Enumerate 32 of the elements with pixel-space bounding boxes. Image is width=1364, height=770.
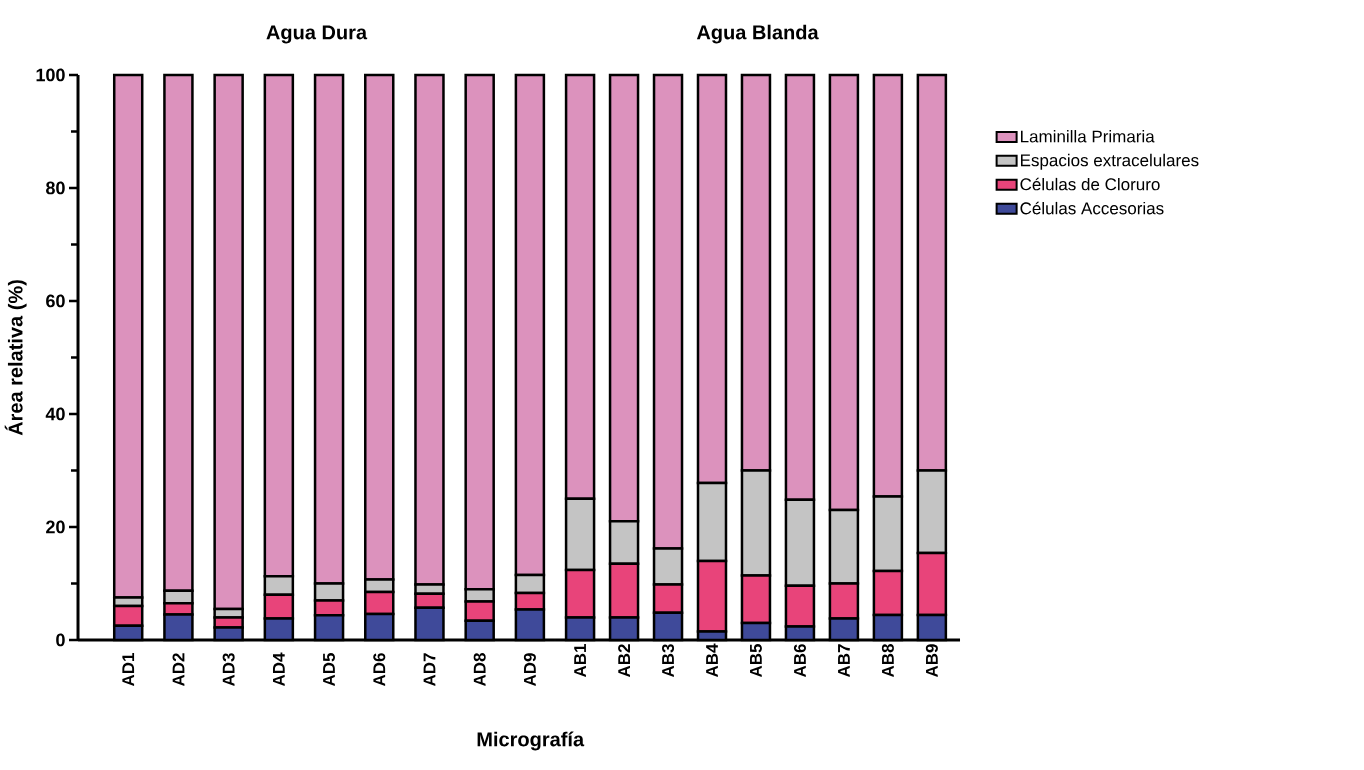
y-tick-label: 0: [56, 633, 65, 647]
y-tick-label: 40: [45, 407, 65, 421]
x-tick-label: AD7: [423, 653, 436, 687]
x-tick-label: AD9: [523, 653, 536, 687]
x-tick-label: AD2: [172, 653, 185, 687]
legend-label: Células Accesorias: [1020, 201, 1164, 215]
x-tick-label: AB6: [793, 644, 806, 678]
legend-label: Laminilla Primaria: [1021, 130, 1155, 143]
y-tick-label: 80: [46, 181, 65, 195]
legend-label: Células de Cloruro: [1020, 177, 1160, 191]
x-tick-label: AD4: [273, 652, 285, 687]
chart-title: Agua Blanda: [696, 24, 819, 44]
y-axis-title: Área relativa (%): [4, 280, 27, 436]
x-tick-label: AD3: [222, 653, 235, 687]
x-tick-label: AD1: [122, 652, 135, 687]
x-tick-label: AD5: [323, 652, 335, 687]
y-tick-label: 100: [36, 68, 65, 82]
x-axis-title: Micrografía: [477, 731, 585, 751]
x-tick-label: AB7: [838, 644, 850, 678]
x-tick-label: AD8: [473, 653, 486, 687]
x-tick-label: AB1: [574, 643, 586, 678]
y-tick-label: 20: [46, 520, 65, 534]
x-tick-label: AB3: [661, 644, 675, 678]
x-tick-label: AB8: [881, 644, 894, 678]
legend-label: Espacios extracelulares: [1021, 153, 1199, 170]
x-tick-label: AB4: [706, 643, 718, 678]
x-tick-label: AB2: [618, 644, 630, 678]
x-tick-label: AB5: [750, 643, 762, 678]
y-tick-label: 60: [46, 294, 65, 308]
chart-title: Agua Dura: [266, 25, 368, 44]
x-tick-label: AB9: [925, 644, 938, 678]
x-tick-label: AD6: [373, 653, 386, 687]
